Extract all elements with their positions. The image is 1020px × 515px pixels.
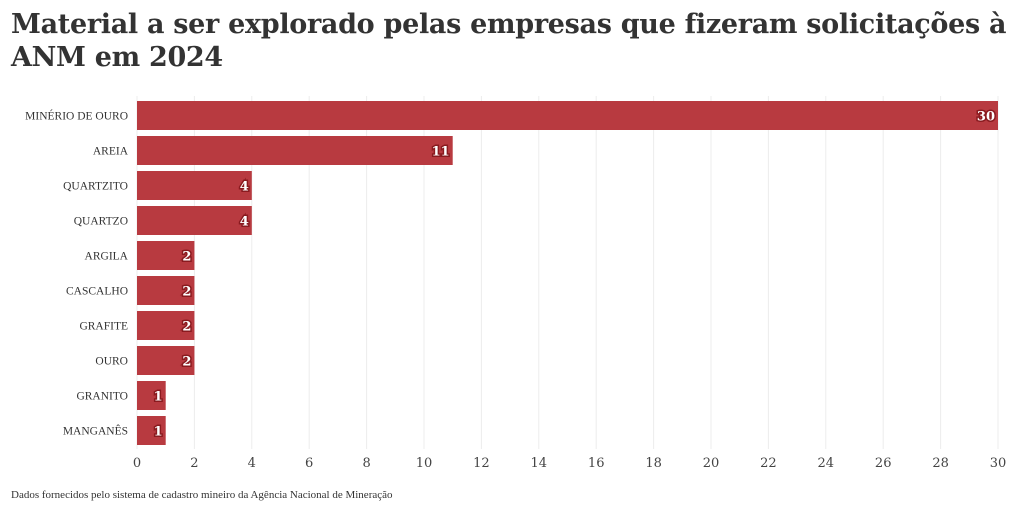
x-tick-label: 8 [362,456,370,471]
x-tick-label: 2 [190,456,198,471]
category-label: GRANITO [76,391,128,403]
x-tick-label: 22 [760,456,777,471]
bar [137,276,195,305]
x-tick-label: 10 [416,456,433,471]
bar [137,311,195,340]
bar [137,101,998,130]
category-label: QUARTZITO [63,181,128,193]
x-tick-label: 6 [305,456,313,471]
data-label: 2 [182,285,191,300]
data-label: 1 [154,390,163,405]
x-tick-label: 16 [588,456,605,471]
category-label: OURO [95,356,128,368]
category-label: AREIA [93,146,129,158]
x-tick-label: 18 [645,456,662,471]
x-tick-label: 4 [248,456,256,471]
chart-title: Material a ser explorado pelas empresas … [11,9,1007,73]
x-tick-label: 0 [133,456,141,471]
bar [137,171,252,200]
category-label: ARGILA [85,251,129,263]
data-label: 4 [240,215,249,230]
data-label: 1 [154,425,163,440]
category-label: GRAFITE [79,321,128,333]
x-tick-label: 20 [703,456,720,471]
bar [137,416,166,445]
data-label: 2 [182,250,191,265]
data-label: 2 [182,320,191,335]
data-label: 2 [182,355,191,370]
category-label: MANGANÊS [63,424,128,438]
category-label: CASCALHO [66,286,128,298]
data-label: 4 [240,180,249,195]
chart-source: Dados fornecidos pelo sistema de cadastr… [11,489,393,501]
category-label: MINÉRIO DE OURO [25,109,128,123]
bar [137,241,195,270]
bar [137,206,252,235]
data-label: 30 [977,110,995,125]
x-tick-label: 24 [818,456,835,471]
x-tick-label: 26 [875,456,892,471]
bar [137,381,166,410]
data-label: 11 [432,145,450,160]
category-label: QUARTZO [74,216,128,228]
x-tick-label: 30 [990,456,1007,471]
x-tick-label: 14 [531,456,548,471]
x-tick-label: 28 [932,456,949,471]
bar [137,136,453,165]
bar [137,346,195,375]
x-tick-label: 12 [473,456,490,471]
